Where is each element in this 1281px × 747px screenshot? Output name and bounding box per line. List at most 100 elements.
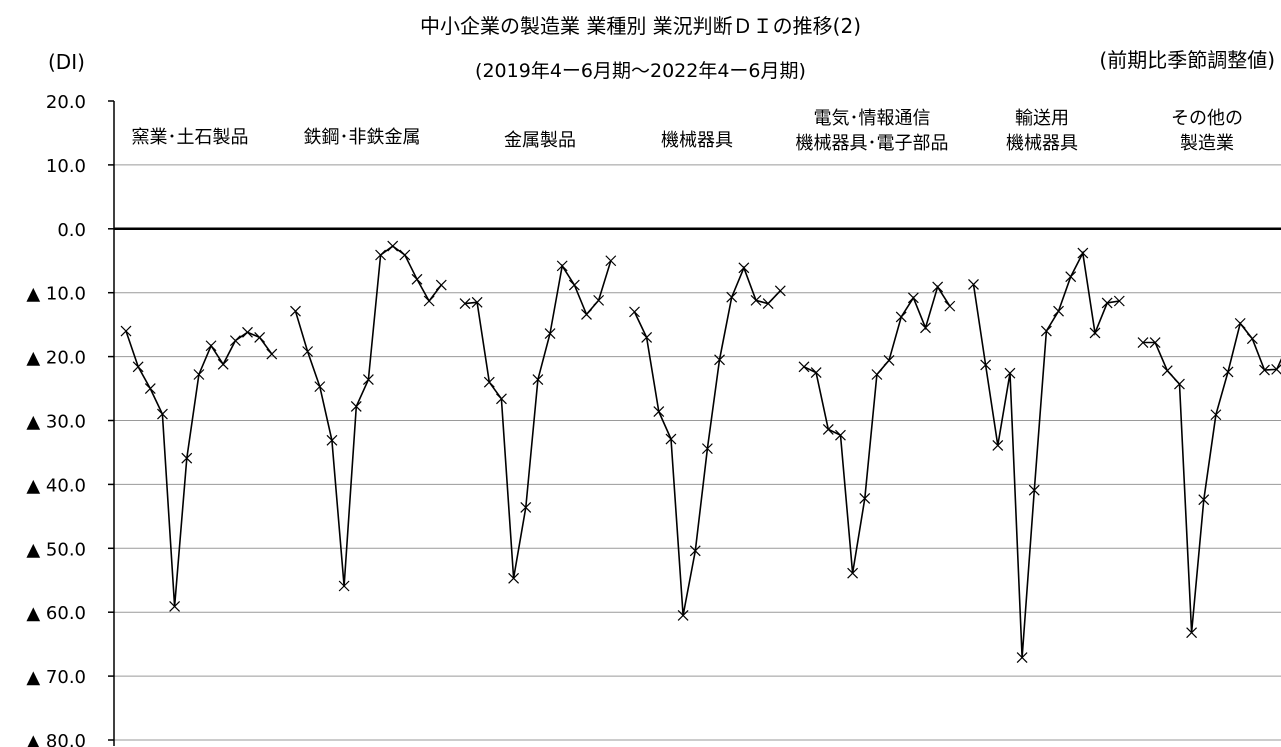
- series-label-line: 製造業: [1180, 133, 1234, 154]
- marker-stroke: [120, 325, 132, 337]
- marker-stroke: [1210, 409, 1222, 421]
- data-point-marker: [810, 367, 822, 378]
- series-label: 鉄鋼･非鉄金属: [304, 127, 421, 148]
- marker-stroke: [653, 406, 665, 417]
- marker-stroke: [677, 609, 689, 621]
- series-label: 電気･情報通信機械器具･電子部品: [796, 108, 949, 154]
- marker-stroke: [605, 255, 617, 267]
- series-label-line: 窯業･土石製品: [132, 127, 249, 148]
- series-label: 金属製品: [504, 130, 576, 151]
- marker-stroke: [714, 354, 725, 366]
- data-point-marker: [1271, 363, 1281, 375]
- data-point-marker: [1174, 378, 1185, 390]
- gridlines: [114, 164, 1281, 741]
- series-label-line: 金属製品: [504, 130, 576, 151]
- marker-stroke: [641, 332, 653, 343]
- data-point-marker: [508, 572, 520, 584]
- data-point-marker: [544, 328, 556, 340]
- marker-stroke: [980, 359, 992, 371]
- data-point-marker: [653, 406, 665, 417]
- marker-stroke: [701, 443, 713, 455]
- marker-stroke: [593, 294, 605, 306]
- data-point-marker: [847, 567, 859, 579]
- data-point-marker: [1089, 327, 1101, 339]
- marker-stroke: [1234, 317, 1246, 329]
- data-point-marker: [350, 401, 362, 412]
- marker-stroke: [217, 358, 229, 370]
- marker-stroke: [496, 393, 507, 405]
- marker-stroke: [1053, 305, 1064, 317]
- data-point-marker: [290, 305, 301, 317]
- series-line: [633, 265, 781, 616]
- series-label-line: 電気･情報通信: [814, 108, 931, 129]
- marker-stroke: [483, 376, 495, 388]
- marker-stroke: [229, 335, 241, 347]
- marker-stroke: [471, 296, 483, 308]
- data-point-marker: [593, 294, 605, 306]
- data-point-marker: [1259, 364, 1270, 376]
- data-point-marker: [435, 279, 447, 291]
- marker-stroke: [362, 374, 374, 386]
- marker-stroke: [157, 408, 168, 420]
- marker-stroke: [992, 439, 1004, 451]
- data-point-marker: [750, 294, 762, 306]
- data-point-marker: [132, 361, 144, 373]
- series-label-line: 輸送用: [1015, 108, 1069, 129]
- marker-stroke: [1271, 364, 1281, 375]
- data-point-marker: [471, 296, 483, 308]
- data-point-marker: [605, 255, 617, 267]
- data-point-marker: [920, 322, 931, 334]
- y-tick-label: ▲ 70.0: [26, 667, 86, 688]
- marker-stroke: [1198, 494, 1210, 506]
- marker-stroke: [810, 367, 822, 378]
- data-point-marker: [120, 325, 132, 337]
- marker-stroke: [411, 273, 423, 285]
- data-point-marker: [423, 295, 435, 307]
- data-point-marker: [1101, 297, 1113, 309]
- data-point-marker: [338, 580, 350, 592]
- marker-stroke: [1004, 367, 1016, 379]
- data-point-marker: [326, 434, 338, 446]
- marker-stroke: [556, 260, 568, 272]
- data-point-marker: [629, 306, 640, 318]
- marker-stroke: [1101, 297, 1113, 309]
- marker-stroke: [132, 361, 144, 373]
- data-point-marker: [980, 359, 992, 371]
- data-point-marker: [483, 376, 495, 388]
- data-point-marker: [1113, 295, 1125, 307]
- data-point-marker: [1198, 494, 1210, 506]
- marker-stroke: [459, 298, 471, 309]
- data-point-marker: [968, 278, 979, 290]
- marker-stroke: [254, 332, 266, 343]
- data-point-marker: [1016, 652, 1028, 663]
- series-line: [125, 330, 273, 607]
- data-point-marker: [217, 358, 229, 370]
- data-point-marker: [1161, 365, 1173, 377]
- marker-stroke: [435, 279, 447, 291]
- data-point-marker: [1210, 409, 1222, 421]
- data-point-marker: [205, 340, 217, 352]
- data-point-marker: [944, 300, 956, 312]
- series-label-line: その他の: [1171, 108, 1243, 129]
- marker-stroke: [205, 340, 217, 352]
- data-point-marker: [762, 298, 774, 309]
- marker-stroke: [1186, 627, 1198, 639]
- data-point-marker: [822, 424, 834, 435]
- y-axis-unit-label: (DI): [48, 50, 85, 74]
- data-point-marker: [229, 335, 241, 347]
- marker-stroke: [375, 249, 386, 261]
- marker-stroke: [568, 279, 580, 291]
- marker-stroke: [290, 305, 301, 317]
- marker-stroke: [907, 292, 919, 304]
- axes: [108, 100, 1281, 746]
- data-point-marker: [266, 348, 278, 360]
- data-point-marker: [314, 381, 326, 393]
- y-tick-label: ▲ 30.0: [26, 412, 86, 433]
- data-point-marker: [411, 273, 423, 285]
- series-line: [1143, 321, 1281, 633]
- marker-stroke: [847, 567, 859, 579]
- data-point-marker: [302, 346, 314, 357]
- data-point-marker: [1028, 484, 1040, 496]
- data-point-marker: [1186, 627, 1198, 639]
